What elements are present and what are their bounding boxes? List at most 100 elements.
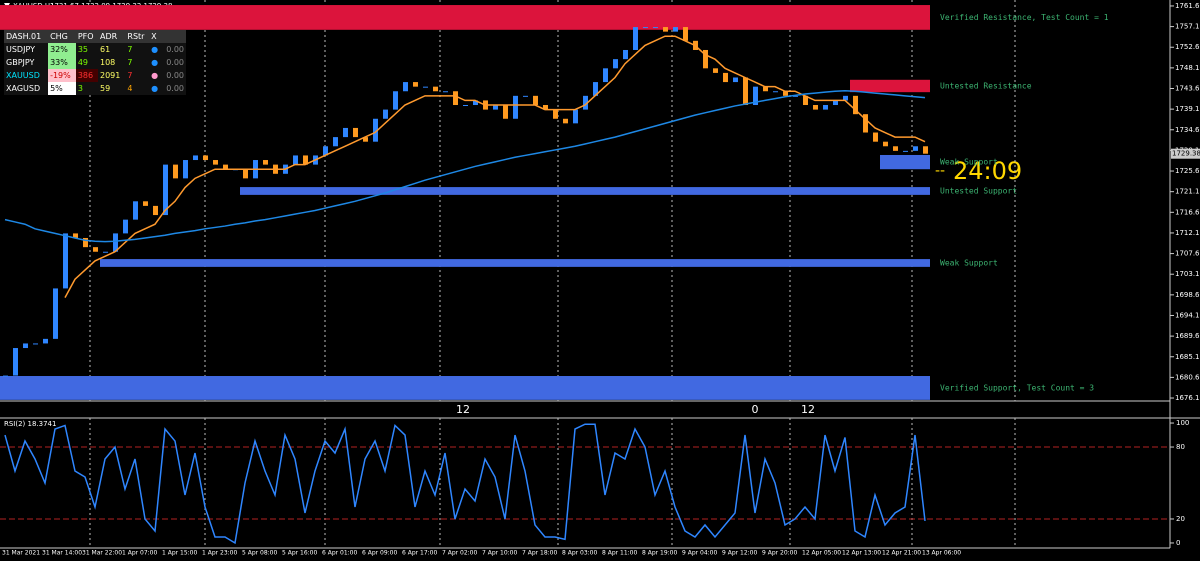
candle <box>153 205 158 216</box>
candle <box>123 219 128 234</box>
candle <box>373 118 378 142</box>
candle <box>513 95 518 119</box>
x-tick-label: 31 Mar 22:00 <box>82 550 122 557</box>
y-tick-label: 1739.10 <box>1175 105 1200 113</box>
candle <box>243 169 248 179</box>
series-line <box>4 423 926 545</box>
zone-label: Untested Resistance <box>940 81 1032 90</box>
x-tick-label: 8 Apr 03:00 <box>562 550 597 557</box>
price-tag <box>1171 148 1200 159</box>
dashboard-cell: 32% <box>48 43 76 56</box>
dashboard-row: XAGUSD 5% 3 59 4 ● 0.00 <box>4 82 186 95</box>
candle <box>573 109 578 124</box>
x-tick-label: 13 Apr 06:00 <box>922 550 961 557</box>
x-tick-label: 7 Apr 10:00 <box>482 550 517 557</box>
dashboard-cell: XAUUSD <box>6 71 40 80</box>
candle <box>333 137 338 147</box>
dashboard-row: XAUUSD -19% 386 2091 7 ● 0.00 <box>4 69 186 82</box>
x-tick-label: 1 Apr 07:00 <box>122 550 157 557</box>
x-tick-label: 7 Apr 02:00 <box>442 550 477 557</box>
column-header: RStr <box>125 30 150 43</box>
candle <box>303 155 308 165</box>
y-tick-label: 1725.60 <box>1175 167 1200 175</box>
candle <box>23 343 28 349</box>
x-tick-label: 5 Apr 08:00 <box>242 550 277 557</box>
x-tick-label: 31 Mar 2021 <box>2 550 40 557</box>
series-line <box>64 35 926 298</box>
y-tick-label: 1721.10 <box>1175 188 1200 196</box>
candle <box>263 160 268 165</box>
dashboard-cell: 33% <box>48 56 76 69</box>
dashboard-cell: 61 <box>100 45 111 54</box>
candle <box>203 155 208 161</box>
dashboard-cell: 0.00 <box>166 71 184 80</box>
candle <box>323 146 328 156</box>
dashboard-cell: 49 <box>77 58 88 67</box>
candle <box>653 27 658 29</box>
y-tick-label: 1680.60 <box>1175 373 1200 381</box>
x-tick-label: 6 Apr 17:00 <box>402 550 437 557</box>
candle <box>43 338 48 344</box>
candle <box>193 155 198 161</box>
x-tick-label: 9 Apr 04:00 <box>682 550 717 557</box>
y-tick-label: 1689.60 <box>1175 332 1200 340</box>
candle <box>113 233 118 252</box>
timer: 24:09 <box>953 157 1022 185</box>
candle <box>453 91 458 106</box>
candle <box>563 118 568 124</box>
period-mark: 12 <box>456 403 470 416</box>
x-tick-label: 6 Apr 01:00 <box>322 550 357 557</box>
dashboard-header: DASH.01 CHG PFO ADR RStr X <box>4 30 186 43</box>
zone <box>850 79 930 93</box>
column-header: CHG <box>48 30 76 43</box>
status-dot: ● <box>151 71 159 80</box>
candle <box>473 100 478 106</box>
candle <box>723 72 728 83</box>
zone <box>0 5 930 30</box>
candle <box>403 82 408 92</box>
dashboard-cell: 7 <box>127 45 133 54</box>
candle <box>733 77 738 83</box>
candle <box>543 105 548 110</box>
candle <box>143 201 148 206</box>
candle <box>33 343 38 345</box>
dashboard-cell: 3 <box>77 84 83 93</box>
candle <box>503 105 508 119</box>
y-tick-label: 20 <box>1176 515 1185 523</box>
candle <box>73 233 78 238</box>
price-tag-label: 1729.38 <box>1172 150 1200 158</box>
candle <box>523 95 528 97</box>
y-tick-label: 100 <box>1176 419 1189 427</box>
dashboard-cell: 2091 <box>100 71 121 80</box>
candle <box>923 146 928 154</box>
dashboard-cell: 0.00 <box>166 58 184 67</box>
dashboard: DASH.01 CHG PFO ADR RStr X USDJPY 32% 35 61 7 ● 0.00… <box>4 30 186 95</box>
x-tick-label: 8 Apr 11:00 <box>602 550 637 557</box>
candle <box>343 127 348 138</box>
candle <box>133 201 138 220</box>
x-tick-label: 31 Mar 14:00 <box>42 550 82 557</box>
period-mark: 12 <box>801 403 815 416</box>
dashboard-cell: 35 <box>77 45 88 54</box>
x-tick-label: 5 Apr 16:00 <box>282 550 317 557</box>
dashboard-cell: 0.00 <box>166 45 184 54</box>
y-tick-label: 1748.10 <box>1175 64 1200 72</box>
y-tick-label: 80 <box>1176 443 1185 451</box>
candle <box>793 95 798 97</box>
candle <box>743 77 748 106</box>
candle <box>423 86 428 88</box>
zone <box>880 154 930 170</box>
candle <box>853 95 858 115</box>
candle <box>533 95 538 106</box>
candle <box>623 49 628 60</box>
candle <box>613 59 618 69</box>
candle <box>223 164 228 170</box>
candle <box>93 247 98 252</box>
candle <box>863 114 868 133</box>
candle <box>443 91 448 93</box>
zone-label: Weak Support <box>940 158 998 167</box>
column-header: X <box>149 30 162 43</box>
x-tick-label: 12 Apr 21:00 <box>882 550 921 557</box>
candle <box>383 109 388 119</box>
